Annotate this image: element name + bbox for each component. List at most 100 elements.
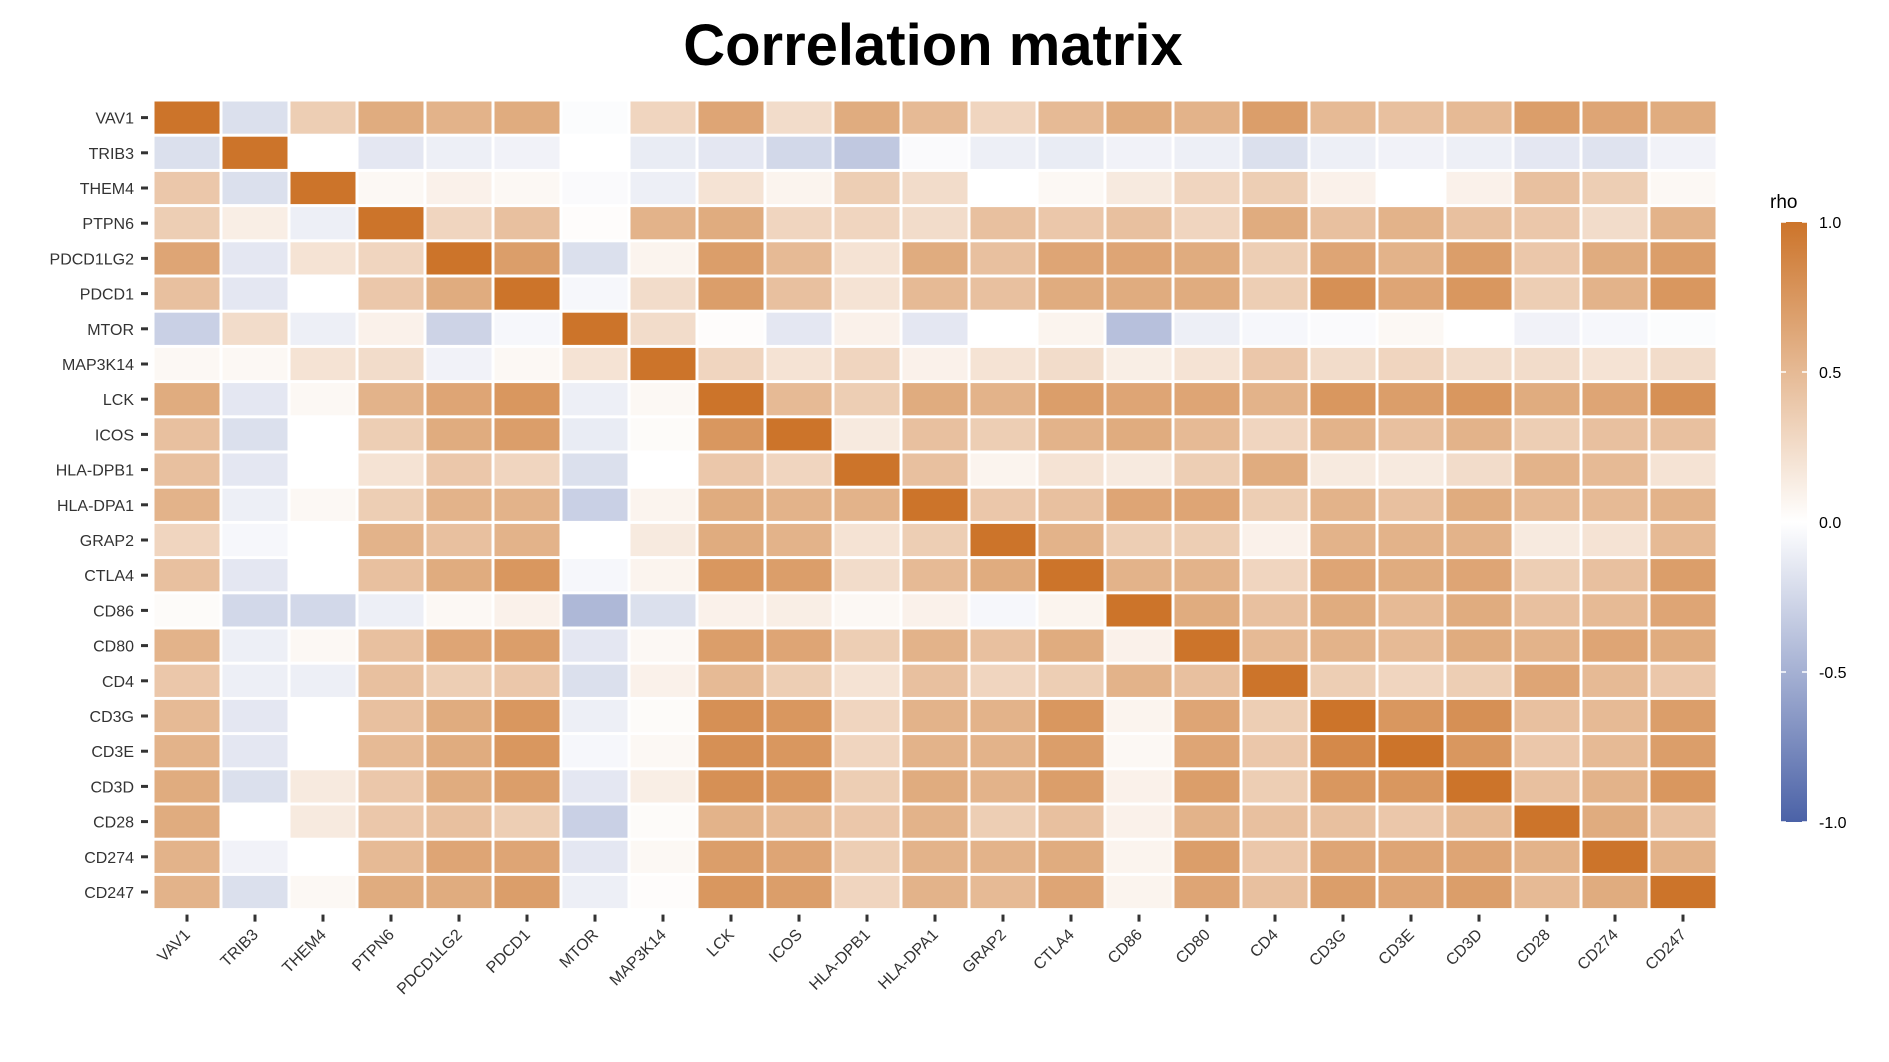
heatmap-cell-PTPN6-CD86 — [1106, 207, 1172, 240]
heatmap-cell-HLA-DPB1-GRAP2 — [970, 453, 1036, 486]
heatmap-cell-CD274-LCK — [698, 840, 764, 873]
heatmap-cell-PTPN6-PTPN6 — [358, 207, 424, 240]
heatmap-cell-CD3E-CD3G — [1310, 735, 1376, 768]
x-tick-label-CD274: CD274 — [1575, 926, 1622, 973]
heatmap-cell-MAP3K14-CD247 — [1650, 347, 1716, 381]
heatmap-cell-MTOR-GRAP2 — [970, 312, 1036, 345]
heatmap-cell-PDCD1-CD3D — [1446, 277, 1512, 310]
heatmap-cell-CD274-MTOR — [562, 840, 628, 873]
heatmap-cell-ICOS-MTOR — [562, 418, 628, 451]
heatmap-cell-PDCD1-CD80 — [1174, 277, 1240, 310]
heatmap-cell-VAV1-HLA-DPB1 — [834, 101, 900, 134]
heatmap-cell-MTOR-CD3D — [1446, 312, 1512, 345]
heatmap-cell-CD274-TRIB3 — [222, 840, 288, 873]
heatmap-cell-ICOS-CD3E — [1378, 418, 1444, 451]
y-tick-label-ICOS: ICOS — [95, 427, 134, 444]
y-tick-label-CD4: CD4 — [102, 674, 134, 691]
heatmap-cell-CD274-CD4 — [1242, 840, 1308, 873]
heatmap-cell-LCK-THEM4 — [290, 383, 356, 416]
heatmap-cell-PDCD1-LCK — [698, 277, 764, 310]
heatmap-cell-MAP3K14-MTOR — [562, 347, 628, 381]
heatmap-cell-MTOR-CD3G — [1310, 312, 1376, 345]
heatmap-cell-PDCD1LG2-PDCD1 — [494, 242, 560, 275]
heatmap-cell-VAV1-MAP3K14 — [630, 101, 696, 134]
x-tick-label-GRAP2: GRAP2 — [959, 926, 1009, 976]
heatmap-cell-CD3E-LCK — [698, 735, 764, 768]
heatmap-cell-HLA-DPA1-CD3D — [1446, 488, 1512, 521]
heatmap-cell-PDCD1-CD3E — [1378, 277, 1444, 310]
heatmap-cell-CTLA4-CD80 — [1174, 559, 1240, 592]
heatmap-cell-CD247-HLA-DPA1 — [902, 875, 968, 909]
heatmap-cell-PDCD1-HLA-DPA1 — [902, 277, 968, 310]
heatmap-cell-CD28-MAP3K14 — [630, 805, 696, 838]
heatmap-cell-PTPN6-HLA-DPA1 — [902, 207, 968, 240]
heatmap-cell-CD80-CD4 — [1242, 629, 1308, 662]
heatmap-cell-CD3D-HLA-DPB1 — [834, 770, 900, 803]
heatmap-cell-CD28-VAV1 — [154, 805, 220, 838]
heatmap-cell-CD28-CD247 — [1650, 805, 1716, 838]
heatmap-cell-PTPN6-CD3G — [1310, 207, 1376, 240]
heatmap-cell-CD3G-GRAP2 — [970, 699, 1036, 733]
heatmap-cell-CD247-THEM4 — [290, 875, 356, 909]
heatmap-cell-MAP3K14-HLA-DPA1 — [902, 347, 968, 381]
heatmap-cell-CTLA4-CD3G — [1310, 559, 1376, 592]
heatmap-cell-MTOR-THEM4 — [290, 312, 356, 345]
heatmap-cell-ICOS-CD86 — [1106, 418, 1172, 451]
heatmap-cell-CD3E-PTPN6 — [358, 735, 424, 768]
heatmap-cell-ICOS-CD28 — [1514, 418, 1580, 451]
heatmap-cell-CD28-THEM4 — [290, 805, 356, 838]
heatmap-cell-ICOS-PDCD1 — [494, 418, 560, 451]
heatmap-cell-HLA-DPB1-CD274 — [1582, 453, 1648, 486]
heatmap-cell-HLA-DPA1-CD3G — [1310, 488, 1376, 521]
heatmap-cell-TRIB3-CD86 — [1106, 136, 1172, 169]
heatmap-cell-TRIB3-PTPN6 — [358, 136, 424, 169]
heatmap-cell-CTLA4-CD3E — [1378, 559, 1444, 592]
heatmap-cell-CD28-MTOR — [562, 805, 628, 838]
heatmap-cell-CD3G-CD80 — [1174, 699, 1240, 733]
y-tick-label-CD28: CD28 — [93, 815, 134, 832]
heatmap-cell-PDCD1-PDCD1LG2 — [426, 277, 492, 310]
heatmap-cell-LCK-CD28 — [1514, 383, 1580, 416]
heatmap-cell-CD28-CD3D — [1446, 805, 1512, 838]
heatmap-cell-CD3D-PDCD1LG2 — [426, 770, 492, 803]
heatmap-cell-CD3G-ICOS — [766, 699, 832, 733]
heatmap-cell-MAP3K14-VAV1 — [154, 347, 220, 381]
heatmap-cell-ICOS-CD247 — [1650, 418, 1716, 451]
x-tick-label-PDCD1: PDCD1 — [483, 926, 533, 976]
heatmap-cell-HLA-DPB1-ICOS — [766, 453, 832, 486]
heatmap-cell-PTPN6-CD274 — [1582, 207, 1648, 240]
y-tick-label-PTPN6: PTPN6 — [82, 216, 134, 233]
heatmap-cell-CD3E-HLA-DPB1 — [834, 735, 900, 768]
x-tick-label-TRIB3: TRIB3 — [218, 926, 262, 970]
heatmap-cell-CD4-PDCD1LG2 — [426, 664, 492, 697]
heatmap-cell-PDCD1-CD86 — [1106, 277, 1172, 310]
heatmap-cell-CD274-CD3G — [1310, 840, 1376, 873]
heatmap-cell-HLA-DPA1-HLA-DPB1 — [834, 488, 900, 521]
heatmap-cell-CD4-CTLA4 — [1038, 664, 1104, 697]
heatmap-cell-CD3E-TRIB3 — [222, 735, 288, 768]
heatmap-cell-CD4-PDCD1 — [494, 664, 560, 697]
heatmap-cell-HLA-DPB1-CD80 — [1174, 453, 1240, 486]
heatmap-cell-CD247-CD3D — [1446, 875, 1512, 909]
heatmap-cell-VAV1-CD80 — [1174, 101, 1240, 134]
heatmap-cell-HLA-DPB1-CD86 — [1106, 453, 1172, 486]
heatmap-cell-CD247-PTPN6 — [358, 875, 424, 909]
heatmap-cell-VAV1-PDCD1 — [494, 101, 560, 134]
heatmap-cell-ICOS-PDCD1LG2 — [426, 418, 492, 451]
heatmap-cell-HLA-DPB1-MTOR — [562, 453, 628, 486]
heatmap-cell-CD3G-CTLA4 — [1038, 699, 1104, 733]
heatmap-cell-CD4-GRAP2 — [970, 664, 1036, 697]
heatmap-cell-CD86-CD3G — [1310, 594, 1376, 627]
y-tick-label-TRIB3: TRIB3 — [89, 146, 134, 163]
heatmap-cell-MAP3K14-CTLA4 — [1038, 347, 1104, 381]
heatmap-cell-CD80-CD80 — [1174, 629, 1240, 662]
heatmap-cell-LCK-PTPN6 — [358, 383, 424, 416]
heatmap-cell-CD86-HLA-DPA1 — [902, 594, 968, 627]
heatmap-cell-ICOS-CD3G — [1310, 418, 1376, 451]
heatmap-cell-CD28-CD3G — [1310, 805, 1376, 838]
heatmap-cell-CD4-CD274 — [1582, 664, 1648, 697]
heatmap-cell-MAP3K14-LCK — [698, 347, 764, 381]
heatmap-cell-HLA-DPB1-CD3D — [1446, 453, 1512, 486]
